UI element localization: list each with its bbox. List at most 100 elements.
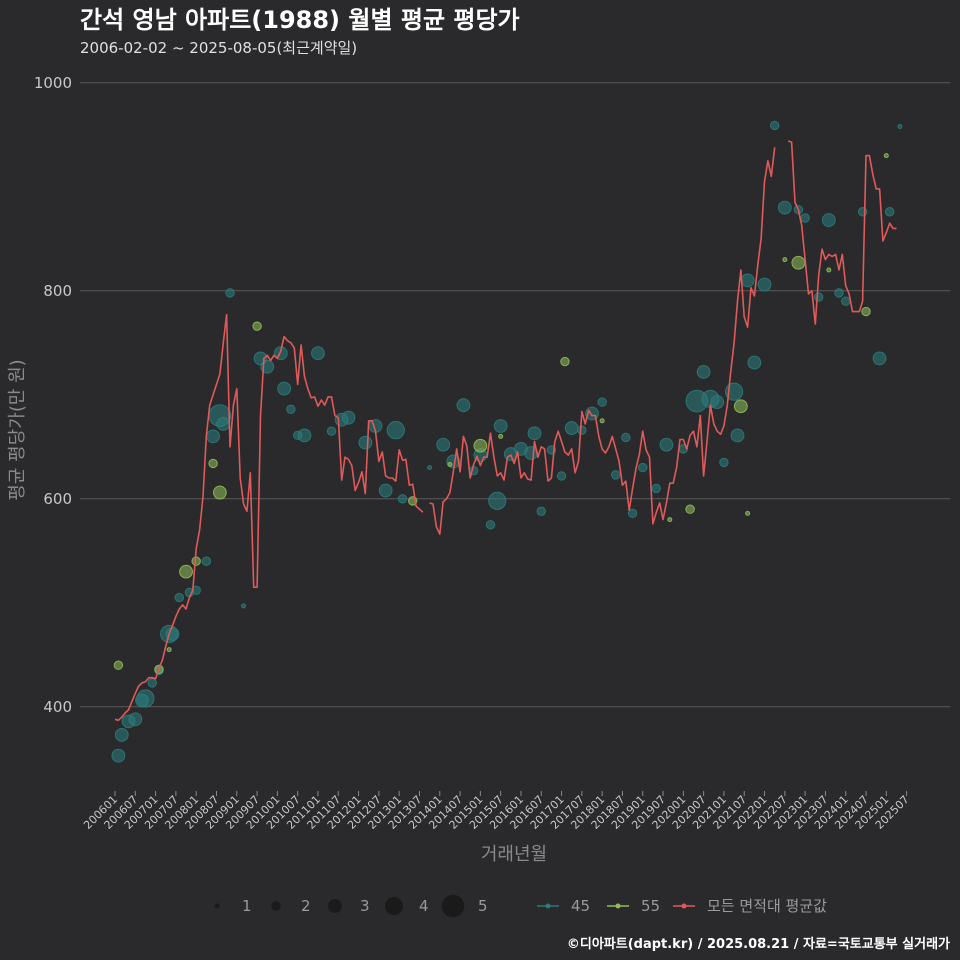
data-point-45 (627, 508, 638, 519)
data-point-55 (498, 433, 504, 439)
data-point-45 (341, 410, 356, 425)
data-point-45 (297, 428, 312, 443)
data-point-55 (252, 321, 262, 331)
data-point-45 (597, 397, 607, 407)
data-point-45 (397, 494, 408, 504)
legend-size-label: 3 (360, 897, 370, 915)
legend: 1 2 3 4 5 45 55 모든 면적대 평균값 (214, 894, 827, 918)
y-tick-label: 1000 (34, 74, 72, 92)
data-point-45 (378, 483, 393, 498)
data-point-45 (621, 432, 631, 443)
data-point-55 (667, 517, 673, 523)
data-point-45 (114, 727, 129, 742)
legend-size-label: 2 (301, 897, 311, 915)
legend-size-circle (271, 901, 281, 911)
legend-series-label: 45 (571, 897, 590, 915)
data-point-55 (685, 504, 695, 514)
x-axis-label: 거래년월 (481, 844, 547, 865)
data-point-45 (730, 428, 745, 443)
data-point-45 (493, 419, 508, 433)
data-point-45 (610, 470, 621, 480)
data-point-45 (216, 417, 231, 431)
data-point-55 (745, 510, 751, 516)
data-point-45 (206, 429, 221, 444)
data-point-45 (638, 462, 648, 473)
data-point-45 (225, 288, 235, 298)
data-point-45 (286, 404, 296, 415)
legend-size-label: 4 (419, 897, 429, 915)
legend-series-label: 모든 면적대 평균값 (707, 897, 827, 915)
data-point-45 (527, 426, 542, 441)
average-line-segment (114, 313, 424, 722)
average-line (114, 140, 897, 722)
data-point-45 (841, 296, 851, 306)
legend-series-marker (681, 903, 687, 909)
data-point-45 (241, 603, 247, 609)
legend-series-marker (545, 903, 551, 909)
chart-subtitle: 2006-02-02 ~ 2025-08-05(최근계약일) (80, 39, 357, 57)
data-point-55 (861, 306, 871, 317)
data-point-45 (556, 471, 567, 481)
data-point-55 (782, 257, 788, 263)
data-point-45 (436, 437, 451, 452)
data-point-45 (757, 277, 772, 292)
data-point-45 (564, 421, 579, 435)
legend-series-marker (615, 903, 621, 909)
legend-size-circle (441, 894, 465, 918)
data-point-55 (166, 647, 172, 653)
legend-size-label: 1 (242, 897, 252, 915)
data-point-45 (897, 123, 903, 129)
data-point-45 (427, 465, 433, 471)
data-point-45 (651, 483, 661, 494)
data-point-45 (128, 712, 143, 727)
data-point-55 (208, 458, 218, 469)
data-point-45 (386, 421, 405, 440)
data-point-45 (326, 426, 337, 436)
data-point-55 (791, 255, 806, 270)
y-axis-ticks: 400 600 800 1000 (34, 74, 72, 716)
average-line-segment (787, 140, 897, 325)
data-point-45 (872, 351, 887, 366)
data-point-55 (447, 461, 453, 467)
data-point-45 (311, 346, 325, 361)
data-point-45 (821, 213, 836, 227)
data-point-45 (719, 457, 729, 468)
data-point-45 (174, 592, 184, 603)
data-point-45 (485, 520, 496, 530)
legend-size-circle (214, 903, 220, 909)
data-point-45 (201, 556, 212, 566)
chart-title: 간석 영남 아파트(1988) 월별 평균 평당가 (80, 6, 520, 34)
data-point-45 (536, 506, 546, 516)
data-point-45 (813, 292, 824, 302)
data-point-45 (659, 437, 674, 452)
data-point-55 (599, 418, 605, 424)
data-point-45 (456, 398, 471, 413)
data-point-45 (111, 748, 126, 763)
data-point-45 (577, 425, 587, 435)
data-point-45 (277, 381, 292, 396)
y-tick-label: 400 (43, 698, 72, 716)
data-point-55 (733, 399, 748, 414)
data-point-55 (826, 267, 832, 273)
data-point-45 (747, 355, 762, 370)
data-point-45 (696, 365, 711, 379)
average-line-segment (429, 147, 776, 536)
data-point-45 (769, 120, 780, 131)
data-point-45 (488, 491, 507, 510)
data-point-55 (560, 356, 570, 367)
data-point-55 (113, 660, 124, 670)
data-point-45 (885, 207, 895, 217)
data-point-45 (857, 207, 868, 217)
grid-lines (80, 82, 950, 708)
data-point-45 (800, 213, 810, 223)
y-axis-label: 평균 평당가(만 원) (7, 359, 28, 500)
legend-size-circle (384, 896, 404, 916)
data-point-45 (136, 689, 155, 708)
data-point-45 (834, 288, 844, 298)
data-point-55 (473, 438, 488, 453)
legend-size-label: 5 (478, 897, 488, 915)
data-point-55 (212, 485, 227, 500)
y-tick-label: 600 (43, 490, 72, 508)
